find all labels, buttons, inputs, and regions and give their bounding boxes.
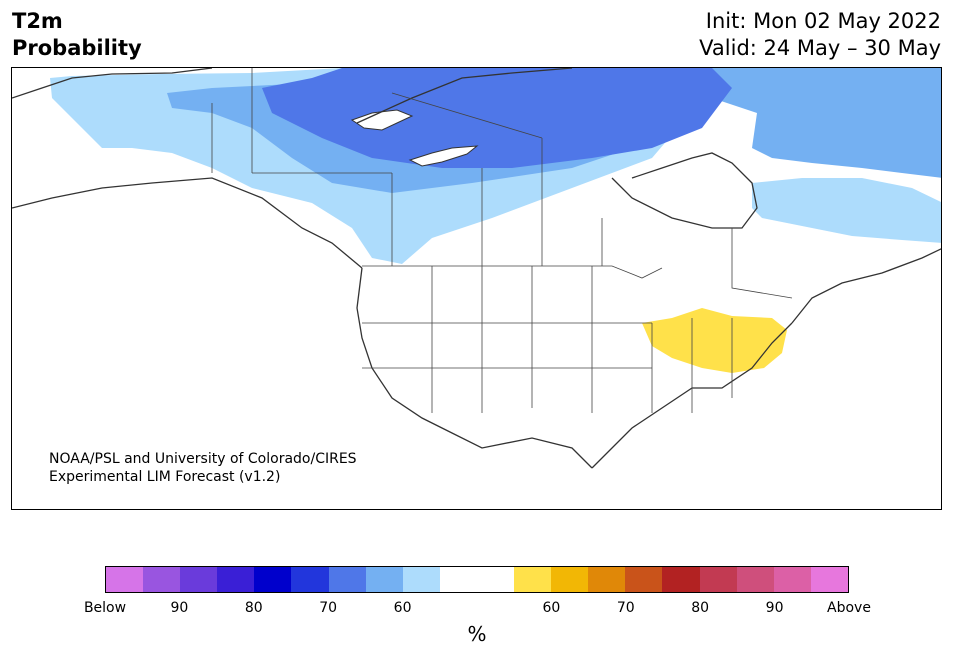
color-bar-cell <box>402 567 440 592</box>
great-slave-lake <box>408 145 479 167</box>
color-bar-tick-label: 60 <box>542 600 561 616</box>
color-bar-cell <box>106 567 144 592</box>
color-bar-tick-label: 70 <box>319 600 338 616</box>
color-bar-tick-label: 80 <box>244 600 263 616</box>
color-bar-cell <box>773 567 811 592</box>
political-borders <box>211 68 793 413</box>
color-bar-cell <box>514 567 552 592</box>
region-below-80 <box>262 68 732 168</box>
credit-line-1: NOAA/PSL and University of Colorado/CIRE… <box>49 451 357 467</box>
credit-line-2: Experimental LIM Forecast (v1.2) <box>49 469 281 485</box>
color-bar-tick-label: 60 <box>393 600 412 616</box>
probability-map <box>11 67 942 510</box>
color-bar-cell <box>143 567 181 592</box>
valid-date: Valid: 24 May – 30 May <box>699 36 941 60</box>
color-bar-tick-label: 90 <box>170 600 189 616</box>
color-bar-cell <box>588 567 626 592</box>
color-bar-tick-label: 70 <box>616 600 635 616</box>
units-label: % <box>467 622 487 646</box>
color-bar-cell <box>625 567 663 592</box>
color-bar-cell <box>662 567 700 592</box>
forecast-dates: Init: Mon 02 May 2022 Valid: 24 May – 30… <box>699 8 941 62</box>
great-bear-lake <box>350 109 414 131</box>
color-bar-cell <box>551 567 589 592</box>
color-bar-cell <box>439 567 477 592</box>
color-bar-cell <box>810 567 848 592</box>
color-bar-cell <box>476 567 515 592</box>
color-bar-cell <box>217 567 255 592</box>
color-bar-cell <box>328 567 366 592</box>
region-above-60 <box>642 308 787 373</box>
color-bar-cell <box>291 567 329 592</box>
color-bar-tick-label: 80 <box>691 600 710 616</box>
title-line-1: T2m <box>12 9 63 33</box>
color-bar-tick-label: 90 <box>765 600 784 616</box>
region-below-70-east <box>692 68 941 178</box>
color-bar-cell <box>736 567 774 592</box>
color-bar-cell <box>365 567 403 592</box>
color-bar-cell <box>180 567 218 592</box>
title-line-2: Probability <box>12 36 142 60</box>
color-bar <box>105 566 849 593</box>
region-below-60-east <box>752 178 941 243</box>
init-date: Init: Mon 02 May 2022 <box>705 9 941 33</box>
color-bar-cell <box>254 567 292 592</box>
color-bar-tick-label: Below <box>83 600 127 616</box>
map-title: T2m Probability <box>12 8 142 62</box>
map-canvas <box>12 68 941 469</box>
color-bar-cell <box>699 567 737 592</box>
color-bar-tick-label: Above <box>827 600 871 616</box>
credit-text: NOAA/PSL and University of Colorado/CIRE… <box>49 450 357 486</box>
